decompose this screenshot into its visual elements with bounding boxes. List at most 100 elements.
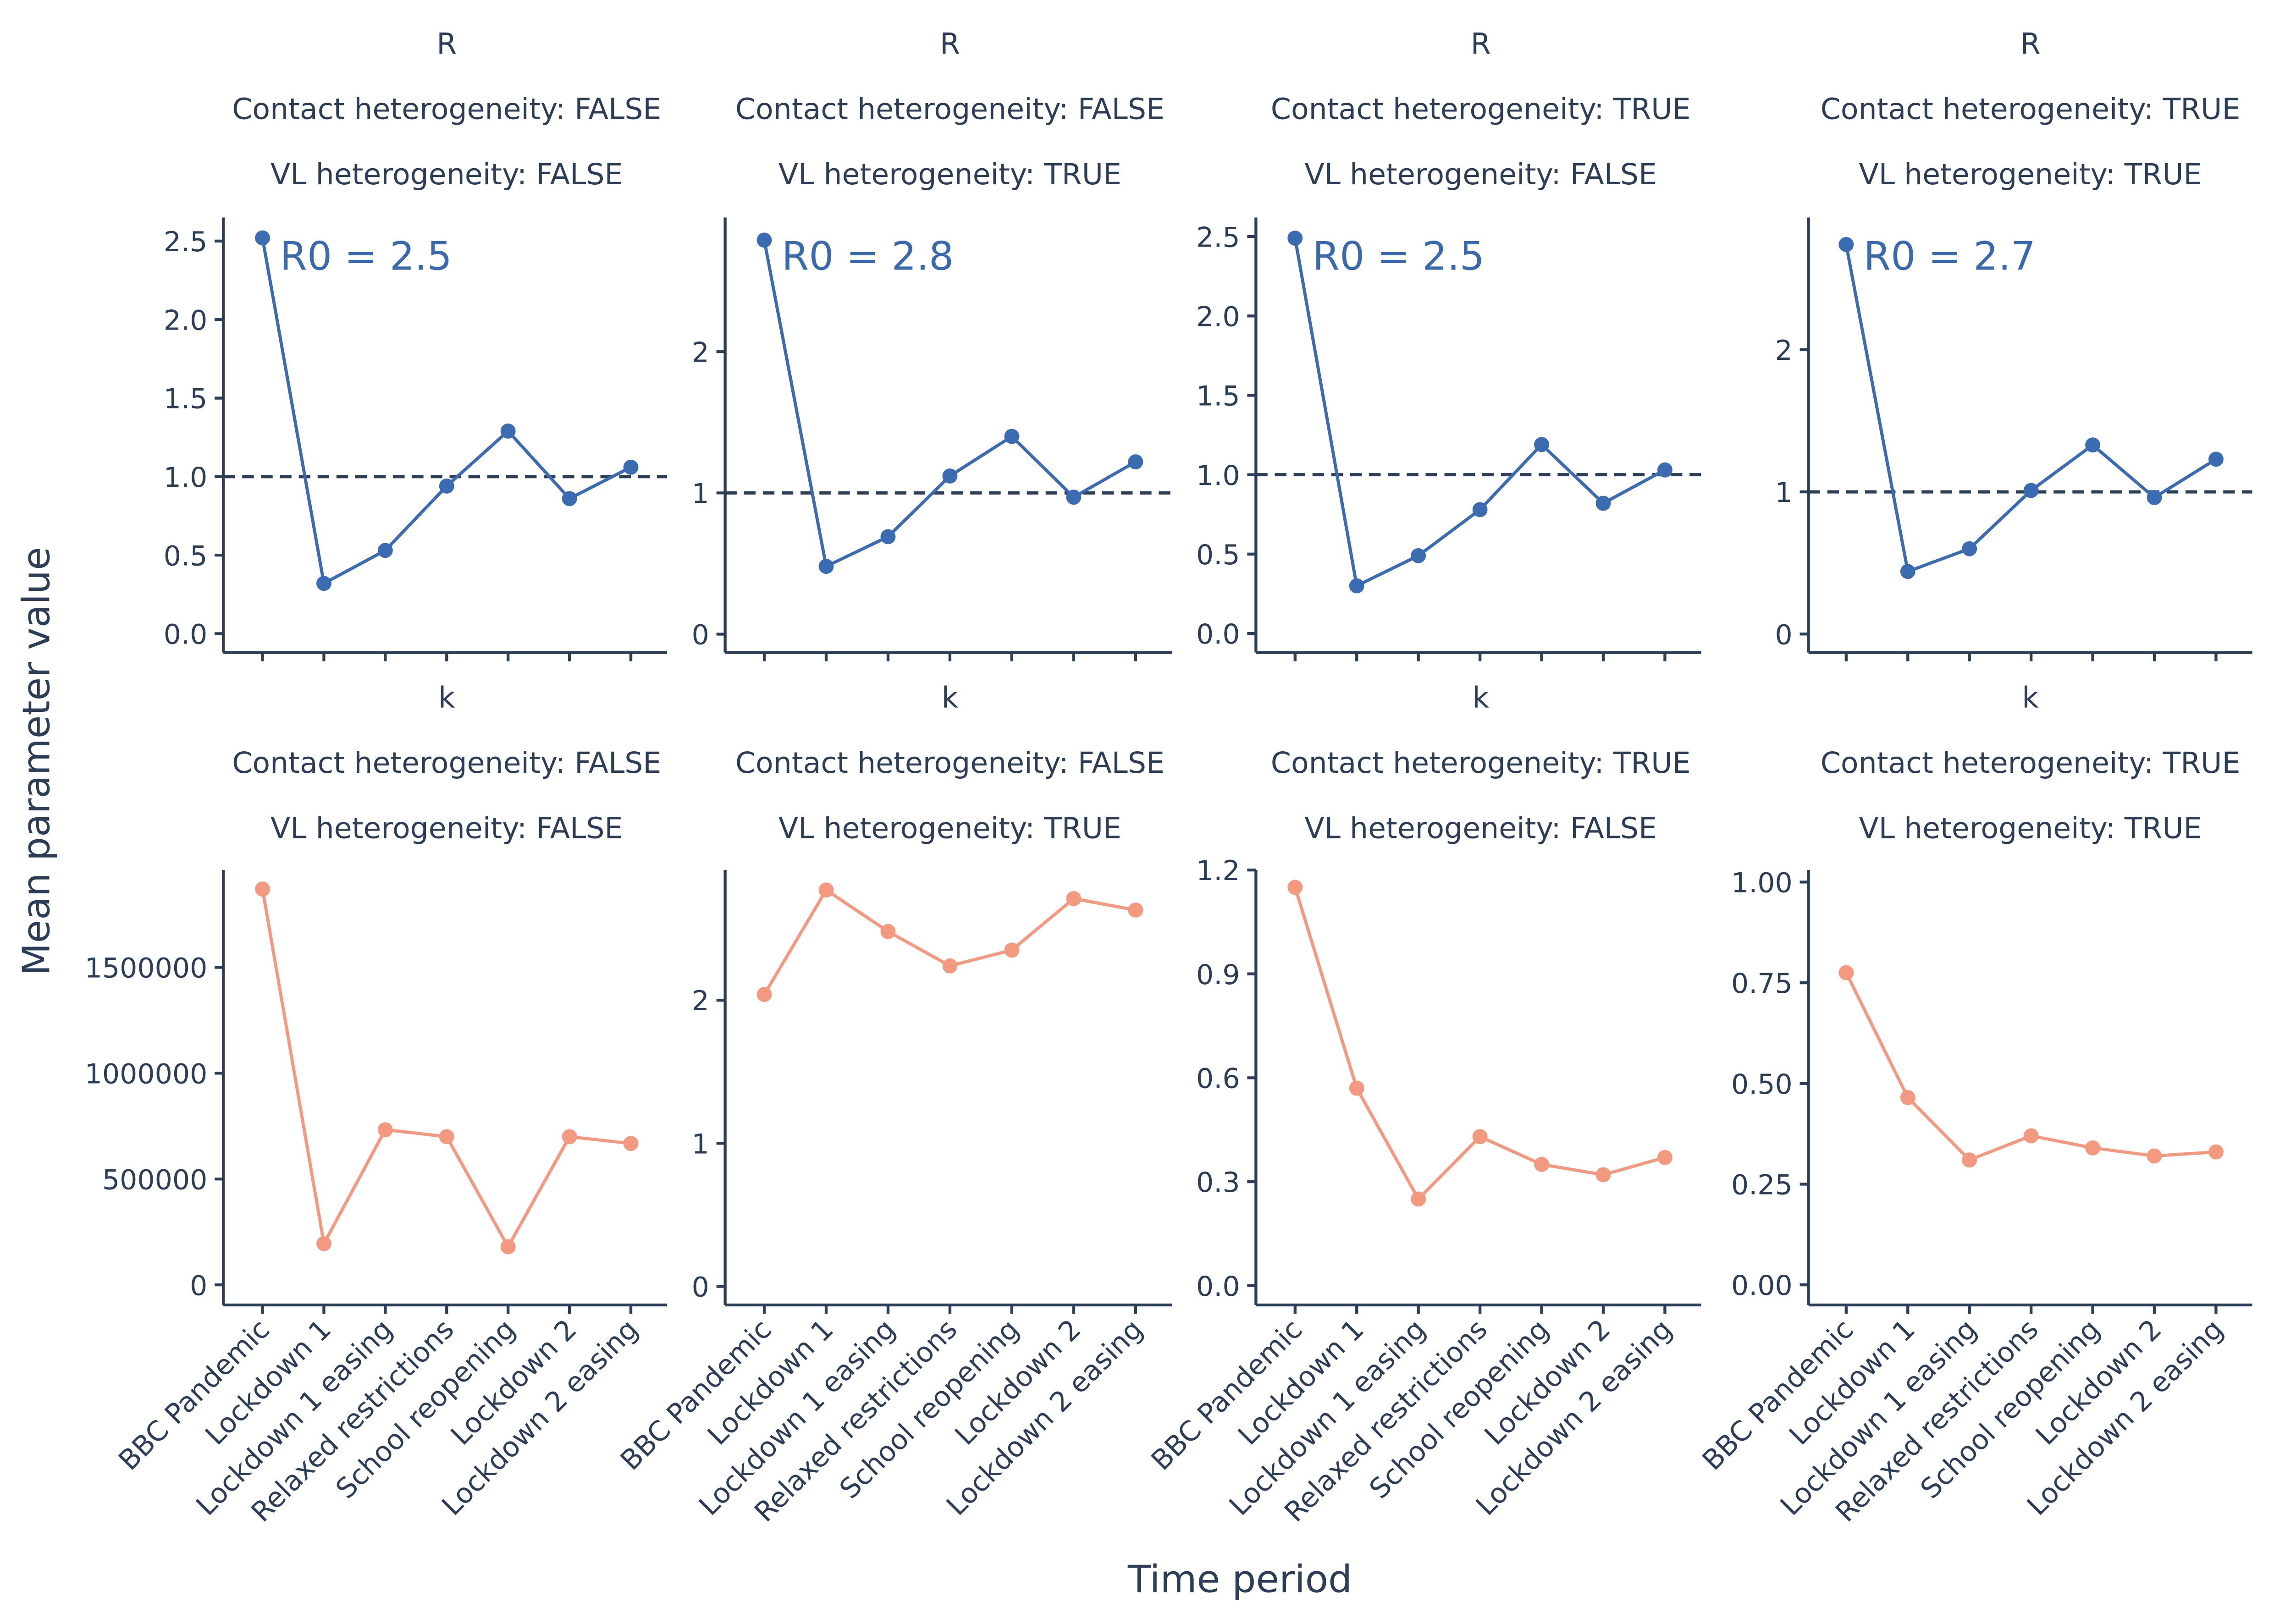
y-tick-label: 0: [692, 1272, 709, 1304]
y-axis-title: Mean parameter value: [15, 547, 59, 975]
data-point: [2208, 1144, 2224, 1160]
facet-strip-label: VL heterogeneity: TRUE: [778, 811, 1121, 845]
y-tick-label: 0.0: [164, 619, 208, 651]
y-tick-label: 2.5: [164, 226, 208, 258]
y-tick-label: 1.2: [1196, 855, 1240, 887]
facet-panel: k Contact heterogeneity: FALSE VL heteroge…: [614, 681, 1172, 1528]
data-point: [2085, 1140, 2101, 1156]
y-tick-label: 1.5: [164, 383, 208, 415]
data-point: [880, 529, 896, 545]
data-point: [1962, 541, 1977, 556]
y-tick-label: 1000000: [85, 1058, 208, 1090]
y-tick-label: 0.0: [1196, 618, 1240, 650]
facet-strip-label: Contact heterogeneity: TRUE: [1821, 746, 2241, 780]
data-point: [1066, 490, 1082, 505]
y-tick-label: 1.0: [1196, 460, 1240, 492]
y-tick-label: 0: [190, 1270, 207, 1302]
y-tick-label: 0.5: [1196, 539, 1240, 571]
data-point: [942, 958, 958, 974]
facet-panel: k Contact heterogeneity: TRUE VL heterogen…: [1145, 681, 1701, 1528]
data-point: [439, 1129, 454, 1145]
facet-strip-label: k: [1472, 681, 1489, 715]
r0-annotation: R0 = 2.5: [280, 234, 452, 279]
y-tick-label: 2.5: [1196, 221, 1240, 253]
y-tick-label: 1.5: [1196, 380, 1240, 413]
data-point: [1962, 1152, 1977, 1168]
facet-strip-label: Contact heterogeneity: FALSE: [735, 92, 1165, 126]
panel-grid: R Contact heterogeneity: FALSE VL heteroge…: [85, 27, 2252, 1528]
facet-panel: R Contact heterogeneity: TRUE VL heterogen…: [1196, 27, 1701, 661]
r0-annotation: R0 = 2.7: [1864, 234, 2036, 279]
y-tick-label: 0.5: [164, 540, 208, 572]
data-point: [1411, 548, 1426, 563]
facet-strip-label: VL heterogeneity: TRUE: [778, 157, 1121, 191]
data-point: [316, 576, 331, 591]
data-point: [1534, 1156, 1550, 1172]
data-point: [942, 468, 958, 484]
series-line: [261, 237, 632, 586]
facet-strip-label: R: [2020, 27, 2041, 61]
data-point: [2147, 490, 2162, 505]
y-tick-label: 500000: [102, 1164, 207, 1196]
facet-strip-label: k: [942, 681, 959, 715]
data-point: [439, 478, 454, 494]
data-point: [316, 1236, 331, 1251]
facet-strip-label: Contact heterogeneity: TRUE: [1271, 746, 1691, 780]
data-point: [2085, 437, 2101, 453]
data-point: [880, 924, 896, 939]
data-point: [2208, 451, 2224, 467]
facet-strip-label: VL heterogeneity: TRUE: [1859, 811, 2202, 845]
data-point: [1287, 880, 1303, 895]
facet-strip-label: Contact heterogeneity: FALSE: [735, 746, 1165, 780]
y-tick-label: 1.0: [164, 462, 208, 494]
facet-strip-label: R: [940, 27, 960, 61]
y-tick-label: 2: [692, 336, 709, 369]
x-axis-title: Time period: [1127, 1558, 1352, 1601]
data-point: [1595, 495, 1611, 511]
y-tick-label: 0.6: [1196, 1063, 1240, 1095]
y-tick-label: 0.9: [1196, 959, 1240, 991]
data-point: [2147, 1148, 2162, 1164]
facet-strip-label: VL heterogeneity: FALSE: [270, 157, 623, 191]
y-tick-label: 1.00: [1731, 867, 1793, 899]
data-point: [562, 1129, 577, 1145]
y-tick-label: 0.3: [1196, 1167, 1240, 1199]
data-point: [1657, 462, 1672, 478]
series-line: [763, 887, 1136, 996]
facet-strip-label: R: [1471, 27, 1491, 61]
data-point: [1128, 454, 1143, 470]
facet-panel: R Contact heterogeneity: FALSE VL heteroge…: [164, 27, 668, 661]
r0-annotation: R0 = 2.5: [1313, 234, 1485, 279]
data-point: [377, 1122, 393, 1138]
data-point: [2023, 1128, 2039, 1144]
y-tick-label: 1500000: [85, 952, 208, 985]
data-point: [1128, 902, 1143, 918]
data-point: [1472, 502, 1488, 517]
facet-strip-label: k: [438, 681, 455, 715]
facet-strip-label: VL heterogeneity: TRUE: [1859, 157, 2202, 191]
data-point: [1287, 231, 1303, 246]
y-tick-label: 0.0: [1196, 1271, 1240, 1303]
facet-panel: R Contact heterogeneity: TRUE VL heterogen…: [1775, 27, 2252, 661]
facet-strip-label: Contact heterogeneity: FALSE: [232, 92, 661, 126]
data-point: [623, 1136, 639, 1151]
data-point: [818, 559, 834, 574]
facet-strip-label: VL heterogeneity: FALSE: [1304, 157, 1657, 191]
data-point: [1657, 1150, 1672, 1165]
series-line: [1293, 237, 1666, 589]
data-point: [255, 881, 270, 897]
facet-panel: k Contact heterogeneity: TRUE VL heterogen…: [1696, 681, 2252, 1528]
data-point: [500, 1239, 516, 1255]
data-point: [756, 987, 772, 1002]
series-line: [1293, 886, 1666, 1202]
data-point: [1900, 564, 1915, 579]
data-point: [1411, 1191, 1426, 1207]
y-tick-label: 1: [692, 1128, 709, 1160]
y-tick-label: 2.0: [1196, 301, 1240, 333]
data-point: [1349, 1080, 1364, 1096]
facet-strip-label: Contact heterogeneity: TRUE: [1821, 92, 2241, 126]
facet-strip-label: VL heterogeneity: FALSE: [270, 811, 623, 845]
data-point: [377, 543, 393, 558]
data-point: [623, 459, 639, 475]
y-tick-label: 0: [1775, 619, 1793, 651]
